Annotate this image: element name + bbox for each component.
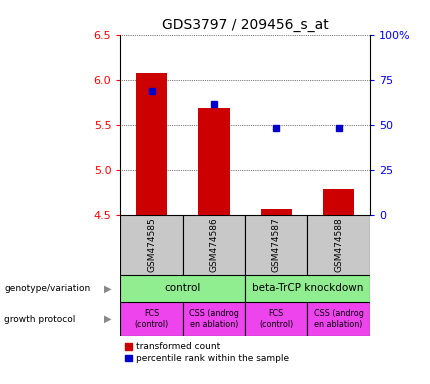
Bar [307, 215, 370, 275]
Text: CSS (androg
en ablation): CSS (androg en ablation) [314, 310, 363, 329]
Bar [120, 275, 245, 302]
Bar [245, 275, 370, 302]
Bar [307, 302, 370, 336]
Title: GDS3797 / 209456_s_at: GDS3797 / 209456_s_at [162, 18, 329, 32]
Bar [245, 302, 307, 336]
Text: ▶: ▶ [104, 283, 112, 293]
Text: FCS
(control): FCS (control) [259, 310, 293, 329]
Bar [261, 209, 292, 215]
Text: GSM474585: GSM474585 [147, 217, 156, 272]
Text: beta-TrCP knockdown: beta-TrCP knockdown [252, 283, 363, 293]
Text: growth protocol: growth protocol [4, 314, 76, 324]
Bar [323, 189, 354, 215]
Bar [245, 215, 307, 275]
Text: GSM474587: GSM474587 [272, 217, 281, 272]
Text: GSM474588: GSM474588 [334, 217, 343, 272]
Text: FCS
(control): FCS (control) [135, 310, 169, 329]
Bar [183, 302, 245, 336]
Text: ▶: ▶ [104, 314, 112, 324]
Bar [183, 215, 245, 275]
Bar [198, 108, 230, 215]
Bar [120, 215, 183, 275]
Text: genotype/variation: genotype/variation [4, 284, 91, 293]
Legend: transformed count, percentile rank within the sample: transformed count, percentile rank withi… [125, 343, 289, 363]
Bar [136, 73, 167, 215]
Text: GSM474586: GSM474586 [209, 217, 218, 272]
Text: control: control [165, 283, 201, 293]
Text: CSS (androg
en ablation): CSS (androg en ablation) [189, 310, 239, 329]
Bar [120, 302, 183, 336]
